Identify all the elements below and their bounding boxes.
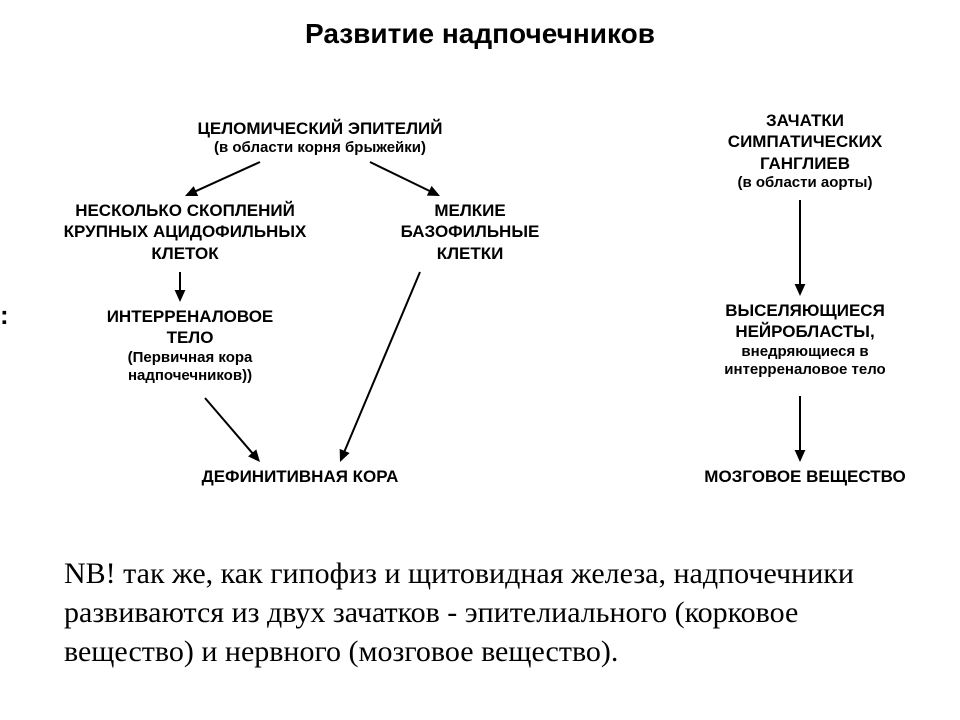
node-text: НЕСКОЛЬКО СКОПЛЕНИЙ — [30, 200, 340, 221]
node-acidophilic-cells: НЕСКОЛЬКО СКОПЛЕНИЙ КРУПНЫХ АЦИДОФИЛЬНЫХ… — [30, 200, 340, 264]
node-neuroblasts: ВЫСЕЛЯЮЩИЕСЯ НЕЙРОБЛАСТЫ, внедряющиеся в… — [680, 300, 930, 380]
node-subtext: надпочечников)) — [80, 367, 300, 386]
node-text: КРУПНЫХ АЦИДОФИЛЬНЫХ — [30, 221, 340, 242]
node-text: ВЫСЕЛЯЮЩИЕСЯ — [680, 300, 930, 321]
node-text: НЕЙРОБЛАСТЫ, — [680, 321, 930, 342]
node-text: ЦЕЛОМИЧЕСКИЙ ЭПИТЕЛИЙ — [140, 118, 500, 139]
node-subtext: (в области корня брыжейки) — [140, 139, 500, 158]
node-medulla: МОЗГОВОЕ ВЕЩЕСТВО — [680, 466, 930, 487]
node-text: СИМПАТИЧЕСКИХ — [680, 131, 930, 152]
node-subtext: (Первичная кора — [80, 349, 300, 368]
node-text: ДЕФИНИТИВНАЯ КОРА — [170, 466, 430, 487]
page-title: Развитие надпочечников — [0, 18, 960, 50]
node-text: ИНТЕРРЕНАЛОВОЕ — [80, 306, 300, 327]
node-subtext: (в области аорты) — [680, 174, 930, 193]
footnote-nb: NB! так же, как гипофиз и щитовидная жел… — [64, 554, 896, 671]
node-basophilic-cells: МЕЛКИЕ БАЗОФИЛЬНЫЕ КЛЕТКИ — [370, 200, 570, 264]
node-text: МЕЛКИЕ — [370, 200, 570, 221]
node-text: КЛЕТОК — [30, 243, 340, 264]
stray-colon: : — [0, 300, 9, 331]
node-subtext: интерреналовое тело — [680, 361, 930, 380]
slide-root: Развитие надпочечников : ЦЕЛОМИЧЕСКИЙ ЭП… — [0, 0, 960, 720]
node-interrenal-body: ИНТЕРРЕНАЛОВОЕ ТЕЛО (Первичная кора надп… — [80, 306, 300, 386]
node-subtext: внедряющиеся в — [680, 343, 930, 362]
node-text: КЛЕТКИ — [370, 243, 570, 264]
node-text: БАЗОФИЛЬНЫЕ — [370, 221, 570, 242]
node-text: ГАНГЛИЕВ — [680, 153, 930, 174]
node-celomic-epithelium: ЦЕЛОМИЧЕСКИЙ ЭПИТЕЛИЙ (в области корня б… — [140, 118, 500, 158]
node-text: ТЕЛО — [80, 327, 300, 348]
node-text: ЗАЧАТКИ — [680, 110, 930, 131]
node-definitive-cortex: ДЕФИНИТИВНАЯ КОРА — [170, 466, 430, 487]
node-sympathetic-ganglia: ЗАЧАТКИ СИМПАТИЧЕСКИХ ГАНГЛИЕВ (в област… — [680, 110, 930, 193]
node-text: МОЗГОВОЕ ВЕЩЕСТВО — [680, 466, 930, 487]
